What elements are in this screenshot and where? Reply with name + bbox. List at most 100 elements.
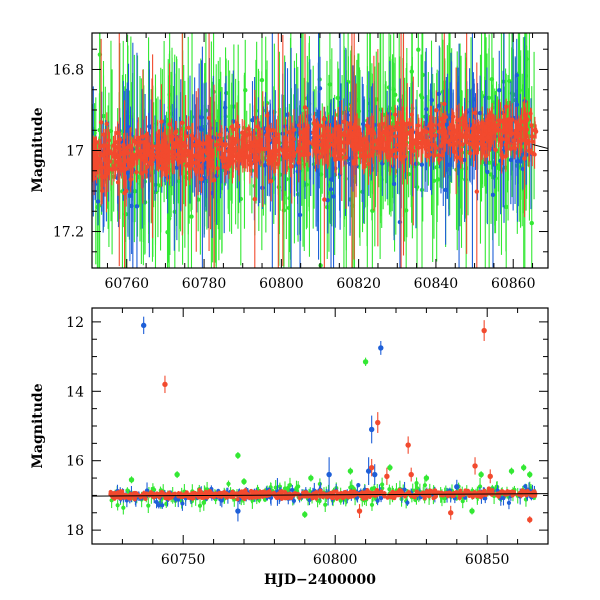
data-point xyxy=(380,482,385,487)
outlier-point xyxy=(174,471,180,478)
data-point xyxy=(472,110,478,116)
data-point xyxy=(462,157,467,163)
data-point xyxy=(160,503,165,508)
data-point xyxy=(490,192,496,198)
data-point xyxy=(214,142,219,147)
data-point xyxy=(99,174,105,179)
data-point xyxy=(149,148,155,153)
data-point xyxy=(483,496,488,501)
data-point xyxy=(390,106,395,111)
data-point xyxy=(387,153,393,159)
data-point xyxy=(96,156,101,162)
data-point xyxy=(302,105,308,110)
data-point xyxy=(331,194,336,199)
data-point xyxy=(268,128,274,133)
outlier-point xyxy=(365,468,372,474)
data-point xyxy=(244,133,249,138)
data-point xyxy=(351,125,357,130)
data-point xyxy=(337,114,343,119)
data-point xyxy=(256,130,262,136)
data-point xyxy=(117,143,122,149)
data-point xyxy=(485,135,491,140)
data-point xyxy=(374,487,380,493)
data-point xyxy=(405,500,410,505)
data-point xyxy=(529,220,534,226)
data-point xyxy=(249,147,254,153)
data-point xyxy=(522,156,527,161)
data-point xyxy=(529,123,534,128)
data-point xyxy=(164,148,169,153)
top-y-axis-label: Magnitude xyxy=(30,107,46,192)
outlier-point xyxy=(241,478,247,485)
data-point xyxy=(109,151,114,156)
outlier-point xyxy=(368,426,375,433)
data-point xyxy=(532,127,538,132)
data-point xyxy=(183,148,188,153)
data-point xyxy=(493,147,498,153)
y-tick-label: 17 xyxy=(66,144,84,160)
data-point xyxy=(318,123,323,128)
top-axes-frame xyxy=(91,32,549,269)
data-point xyxy=(506,500,512,505)
data-point xyxy=(490,113,495,119)
data-point xyxy=(337,139,343,144)
data-point xyxy=(219,141,225,147)
data-point xyxy=(167,122,172,127)
data-point xyxy=(177,139,183,144)
data-point xyxy=(229,124,235,129)
data-point xyxy=(363,155,368,161)
data-point xyxy=(419,95,425,100)
data-point xyxy=(386,136,392,141)
y-tick-label: 17.2 xyxy=(53,225,84,241)
data-point xyxy=(525,117,530,122)
data-point xyxy=(335,95,340,101)
data-point xyxy=(427,123,432,128)
data-point xyxy=(140,134,146,139)
data-point xyxy=(494,484,499,489)
data-point xyxy=(500,155,505,161)
data-point xyxy=(121,149,127,155)
data-point xyxy=(220,159,226,164)
data-point xyxy=(333,126,338,132)
data-point xyxy=(410,128,415,133)
data-point xyxy=(101,113,106,119)
data-point xyxy=(415,123,421,128)
data-point xyxy=(328,187,334,192)
data-point xyxy=(188,154,194,160)
data-point xyxy=(497,87,502,93)
data-point xyxy=(441,119,446,124)
data-point xyxy=(157,143,162,149)
data-point xyxy=(356,483,361,488)
data-point xyxy=(471,132,476,137)
data-point xyxy=(154,144,159,149)
data-point xyxy=(375,498,380,503)
data-point xyxy=(434,108,439,113)
data-point xyxy=(326,133,331,138)
data-point xyxy=(477,135,483,140)
data-point xyxy=(323,502,328,507)
outlier-point xyxy=(423,475,430,481)
data-point xyxy=(504,137,509,142)
data-point xyxy=(228,144,234,149)
data-point xyxy=(328,137,333,143)
data-point xyxy=(159,119,164,124)
data-point xyxy=(444,134,449,139)
data-point xyxy=(496,127,501,133)
data-point xyxy=(402,487,407,492)
data-point xyxy=(261,126,266,131)
data-point xyxy=(486,160,492,165)
data-point xyxy=(437,103,442,108)
data-point xyxy=(483,153,489,158)
data-point xyxy=(518,138,523,144)
data-point xyxy=(509,131,515,136)
outlier-point xyxy=(454,484,460,490)
data-point xyxy=(360,121,366,127)
data-point xyxy=(121,505,126,510)
data-point xyxy=(214,173,219,179)
data-point xyxy=(426,141,431,146)
data-point xyxy=(358,147,363,153)
data-point xyxy=(504,204,509,210)
data-point xyxy=(175,157,180,162)
data-point xyxy=(446,162,452,168)
data-point xyxy=(201,148,206,154)
